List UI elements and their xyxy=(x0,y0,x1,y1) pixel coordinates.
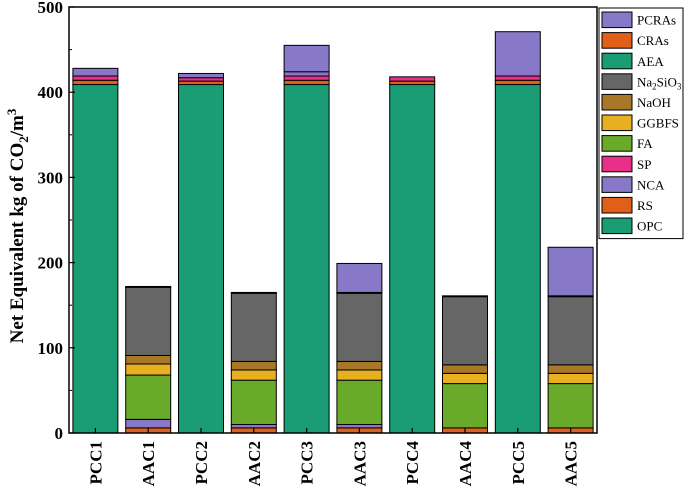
bar-segment-pcc4-sp-pcc- xyxy=(389,76,436,82)
bar-segment-aac1-nca xyxy=(125,418,172,429)
bar-segment-aac4-naoh xyxy=(442,364,488,374)
legend-swatch xyxy=(601,93,633,111)
bar-segment-aac1-na2sio3 xyxy=(125,286,172,356)
legend-label: NaOH xyxy=(637,95,671,110)
bar-segment-aac2-naoh xyxy=(230,360,277,371)
bar-segment-pcc5-sp-pcc- xyxy=(494,75,541,81)
legend-swatch xyxy=(601,176,633,193)
legend-label: GGBFS xyxy=(637,116,679,131)
bar-segment-aac4-aea xyxy=(442,295,488,298)
legend-label: Na2SiO3 xyxy=(637,74,682,91)
legend-swatch xyxy=(601,11,633,29)
plot-area xyxy=(72,31,594,434)
x-tick-label: PCC1 xyxy=(86,441,105,484)
bar-segment-aac4-ggbfs xyxy=(442,372,488,385)
bar-segment-pcc3-nca-pcc- xyxy=(283,71,330,77)
bar-segment-pcc1-opc xyxy=(72,84,119,434)
legend-swatch xyxy=(601,196,633,214)
bar-segment-pcc3-pcras xyxy=(283,44,330,73)
bar-segment-aac5-pcras xyxy=(547,246,594,297)
bar-segment-pcc2-cras xyxy=(178,80,224,86)
x-tick-label: AAC5 xyxy=(562,441,581,486)
bar-segment-aac3-pcras xyxy=(336,262,383,293)
y-tick-label: 500 xyxy=(38,0,64,17)
y-tick-label: 0 xyxy=(55,424,64,443)
x-tick-label: AAC3 xyxy=(350,441,369,486)
bar-segment-pcc1-nca-pcc- xyxy=(72,67,119,77)
legend-swatch xyxy=(601,52,633,70)
bar-segment-pcc1-cras xyxy=(72,79,119,86)
bar-segment-aac5-ggbfs xyxy=(547,372,594,385)
bar-segment-aac2-aea xyxy=(230,291,277,294)
bar-segment-aac5-fa xyxy=(547,383,594,429)
x-tick-label: AAC2 xyxy=(245,441,264,486)
legend-swatch xyxy=(601,135,633,152)
legend-swatch xyxy=(601,155,633,173)
bar-segment-aac5-naoh xyxy=(547,364,594,374)
y-tick-label: 400 xyxy=(38,83,64,102)
y-tick-label: 100 xyxy=(38,339,64,358)
bar-segment-pcc4-opc xyxy=(389,84,436,434)
bar-segment-pcc5-pcras xyxy=(494,31,541,77)
bar-segment-pcc2-nca-pcc- xyxy=(178,72,224,79)
bar-segment-aac5-na2sio3 xyxy=(547,296,594,366)
bar-segment-aac2-fa xyxy=(230,379,277,425)
bar-segment-pcc2-opc xyxy=(178,84,224,434)
bar-segment-aac3-na2sio3 xyxy=(336,292,383,362)
legend-label: RS xyxy=(637,198,653,213)
x-tick-label: PCC4 xyxy=(403,441,422,485)
legend-label: OPC xyxy=(637,219,662,234)
legend-swatch xyxy=(601,217,633,235)
bar-segment-pcc5-cras xyxy=(494,79,541,86)
bar-segment-aac2-na2sio3 xyxy=(230,292,277,362)
legend-swatch xyxy=(601,73,633,90)
bar-segment-pcc3-opc xyxy=(283,84,330,434)
x-tick-label: PCC3 xyxy=(298,441,317,484)
x-tick-label: AAC4 xyxy=(456,441,475,487)
legend-label: SP xyxy=(637,157,651,172)
bar-segment-aac4-na2sio3 xyxy=(442,296,488,366)
y-tick-label: 300 xyxy=(38,168,64,187)
bar-segment-aac1-aea xyxy=(125,285,172,288)
bar-segment-pcc1-sp-pcc- xyxy=(72,75,119,81)
bar-segment-pcc4-cras xyxy=(389,80,436,86)
legend-swatch xyxy=(601,114,633,132)
x-tick-label: AAC1 xyxy=(139,441,158,486)
bar-segment-aac2-nca xyxy=(230,423,277,429)
bar-segment-aac1-ggbfs xyxy=(125,363,172,376)
bar-segment-pcc2-sp-pcc- xyxy=(178,77,224,82)
legend: PCRAs CRAs AEA Na2SiO3 NaOH GGBFS FA SP NCA RS OPC xyxy=(598,7,684,240)
y-axis-title: Net Equivalent kg of CO2/m3 xyxy=(4,108,31,343)
x-tick-label: PCC2 xyxy=(192,441,211,484)
bar-segment-pcc5-opc xyxy=(494,84,541,434)
bar-segment-aac2-ggbfs xyxy=(230,369,277,381)
legend-label: PCRAs xyxy=(637,13,676,28)
y-tick-label: 200 xyxy=(38,254,64,273)
legend-label: FA xyxy=(637,136,653,151)
bar-segment-aac3-fa xyxy=(336,379,383,425)
legend-label: CRAs xyxy=(637,33,669,48)
legend-swatch xyxy=(601,32,633,49)
axes: PCC1 AAC1 PCC2 AAC2 PCC3 AAC3 PCC4 AAC4 PCC5 AAC5… xyxy=(38,0,598,486)
bar-segment-aac3-naoh xyxy=(336,360,383,371)
legend-label: AEA xyxy=(637,54,664,69)
legend-label: NCA xyxy=(637,177,665,192)
bar-segment-pcc3-sp-pcc- xyxy=(283,75,330,81)
bar-segment-aac3-nca xyxy=(336,423,383,429)
bar-segment-aac1-fa xyxy=(125,374,172,420)
x-tick-label: PCC5 xyxy=(509,441,528,484)
bar-segment-pcc3-cras xyxy=(283,79,330,86)
bar-segment-aac4-fa xyxy=(442,383,488,429)
bar-segment-aac1-naoh xyxy=(125,354,172,365)
bar-segment-aac3-ggbfs xyxy=(336,369,383,381)
